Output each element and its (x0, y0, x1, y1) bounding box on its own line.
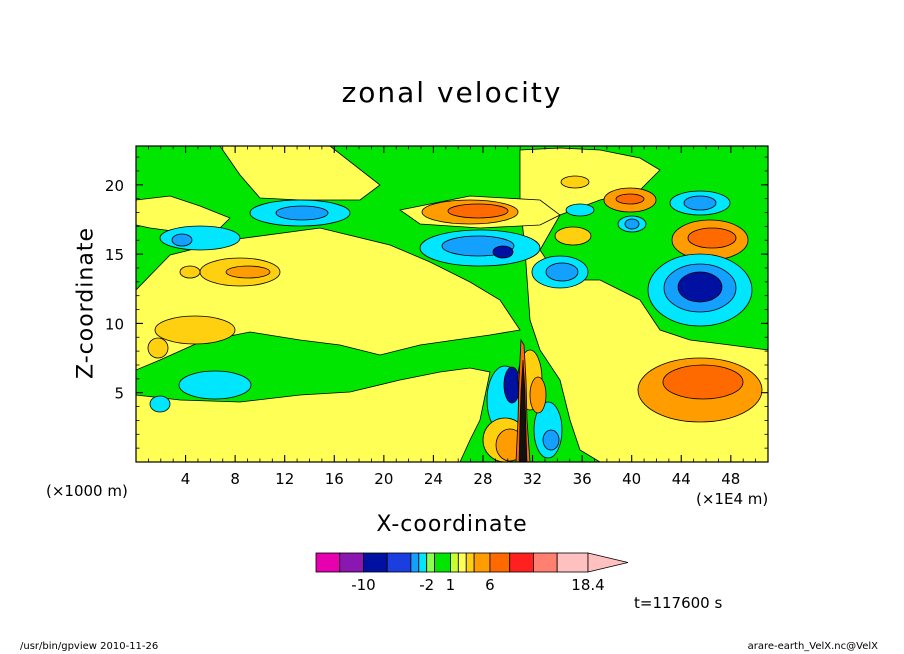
plot-frame (135, 145, 769, 463)
x-tick-label: 36 (573, 470, 592, 488)
colorbar-tick-label: 18.4 (571, 576, 604, 594)
y-tick-label: 10 (105, 315, 124, 333)
y-tick-label: 5 (114, 385, 124, 403)
x-tick-label: 16 (325, 470, 344, 488)
colorbar-box (363, 552, 388, 573)
colorbar-box (426, 552, 436, 573)
x-axis-unit-left: (×1000 m) (46, 482, 128, 500)
x-axis-label: X-coordinate (376, 512, 528, 537)
x-tick-label: 40 (622, 470, 641, 488)
colorbar-box (339, 552, 364, 573)
colorbar-tick-label: -2 (419, 576, 434, 594)
colorbar-box (465, 552, 475, 573)
y-tick-label: 15 (105, 246, 124, 264)
x-tick-label: 32 (523, 470, 542, 488)
x-tick-label: 12 (275, 470, 294, 488)
colorbar-box (418, 552, 428, 573)
x-tick-label: 24 (424, 470, 443, 488)
colorbar-tick-label: 1 (446, 576, 456, 594)
colorbar-box (386, 552, 412, 573)
colorbar-tick-label: 6 (485, 576, 495, 594)
x-tick-label: 44 (672, 470, 691, 488)
colorbar-box (434, 552, 451, 573)
chart-title: zonal velocity (341, 76, 563, 109)
x-tick-label: 48 (721, 470, 740, 488)
colorbar-box (457, 552, 467, 573)
x-tick-label: 20 (374, 470, 393, 488)
x-tick-label: 28 (473, 470, 492, 488)
colorbar-box (410, 552, 420, 573)
y-axis-label: Z-coordinate (73, 227, 99, 379)
time-stamp: t=117600 s (634, 594, 723, 612)
colorbar: -10 -2 1 6 18.4 (315, 552, 629, 594)
colorbar-box (533, 552, 558, 573)
y-tick-label: 20 (105, 177, 124, 195)
colorbar-box (489, 552, 511, 573)
colorbar-tick-label: -10 (351, 576, 376, 594)
colorbar-arrow (587, 552, 629, 573)
colorbar-box (556, 552, 589, 573)
colorbar-box (315, 552, 341, 573)
colorbar-box (450, 552, 459, 573)
colorbar-box (509, 552, 534, 573)
x-tick-label: 8 (230, 470, 240, 488)
colorbar-box (473, 552, 491, 573)
x-axis-unit-right: (×1E4 m) (696, 490, 769, 508)
contour-fills (136, 146, 768, 462)
x-tick-label: 4 (181, 470, 191, 488)
footer-program-date: /usr/bin/gpview 2010-11-26 (20, 641, 159, 652)
footer-file-variable: arare-earth_VelX.nc@VelX (747, 641, 878, 652)
